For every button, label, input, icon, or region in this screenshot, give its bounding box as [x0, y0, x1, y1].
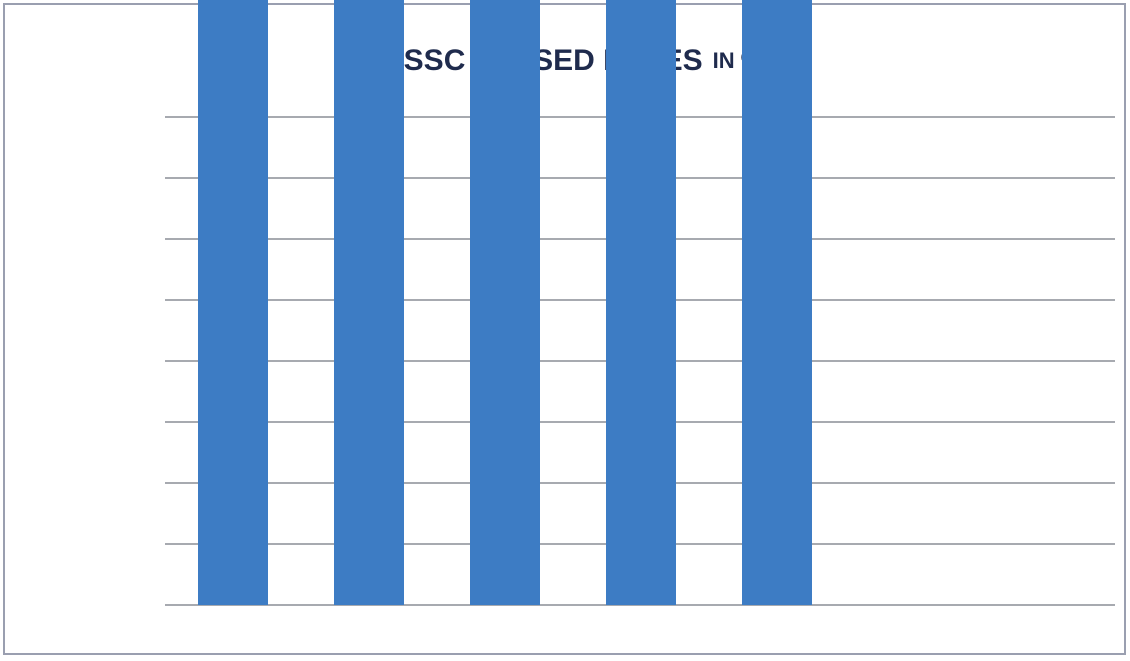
bar-segment [742, 0, 812, 605]
bar-segment [334, 0, 404, 605]
bar-segment [606, 0, 676, 605]
bar-segment [470, 0, 540, 605]
frame [3, 3, 1126, 655]
bar-segment [198, 0, 268, 605]
